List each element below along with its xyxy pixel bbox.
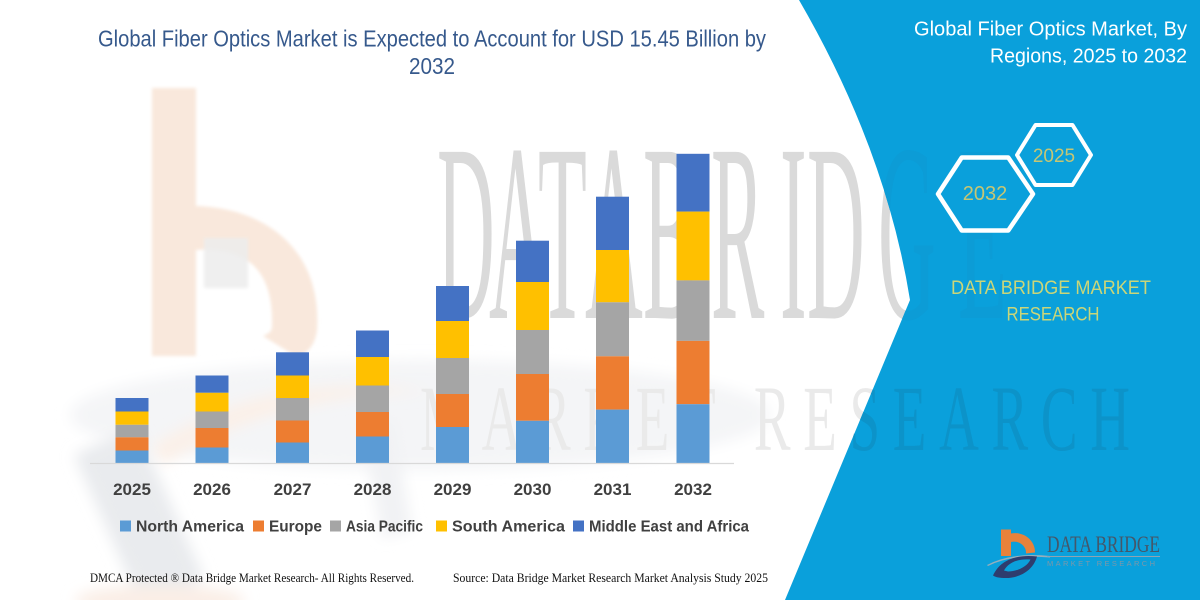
svg-text:Europe: Europe — [269, 519, 322, 536]
svg-text:2029: 2029 — [434, 480, 472, 499]
svg-text:North America: North America — [136, 519, 244, 536]
svg-text:2032: 2032 — [409, 53, 455, 79]
svg-text:2025: 2025 — [1033, 146, 1075, 167]
svg-text:Global Fiber Optics Market is: Global Fiber Optics Market is Expected t… — [98, 25, 766, 51]
svg-text:DMCA Protected ® Data Bridge M: DMCA Protected ® Data Bridge Market Rese… — [90, 570, 414, 585]
svg-text:Global Fiber Optics Market, By: Global Fiber Optics Market, By — [914, 19, 1187, 41]
svg-text:South America: South America — [452, 519, 565, 536]
svg-text:DATA BRIDGE MARKET: DATA BRIDGE MARKET — [951, 278, 1151, 299]
svg-text:2025: 2025 — [113, 480, 151, 499]
svg-text:2032: 2032 — [674, 480, 712, 499]
svg-text:2031: 2031 — [594, 480, 632, 499]
svg-text:2027: 2027 — [274, 480, 312, 499]
svg-text:Asia Pacific: Asia Pacific — [346, 519, 423, 536]
svg-text:Middle East and Africa: Middle East and Africa — [589, 519, 749, 536]
svg-text:2028: 2028 — [354, 480, 392, 499]
svg-text:2026: 2026 — [193, 480, 231, 499]
svg-text:DATA BRIDGE: DATA BRIDGE — [1047, 532, 1160, 557]
svg-text:2030: 2030 — [514, 480, 552, 499]
svg-text:RESEARCH: RESEARCH — [1007, 305, 1100, 326]
svg-text:2032: 2032 — [963, 183, 1008, 205]
svg-text:Regions, 2025 to 2032: Regions, 2025 to 2032 — [990, 45, 1187, 67]
svg-text:MARKET RESEARCH: MARKET RESEARCH — [1047, 559, 1155, 568]
svg-text:Source: Data Bridge Market Res: Source: Data Bridge Market Research Mark… — [453, 570, 768, 585]
